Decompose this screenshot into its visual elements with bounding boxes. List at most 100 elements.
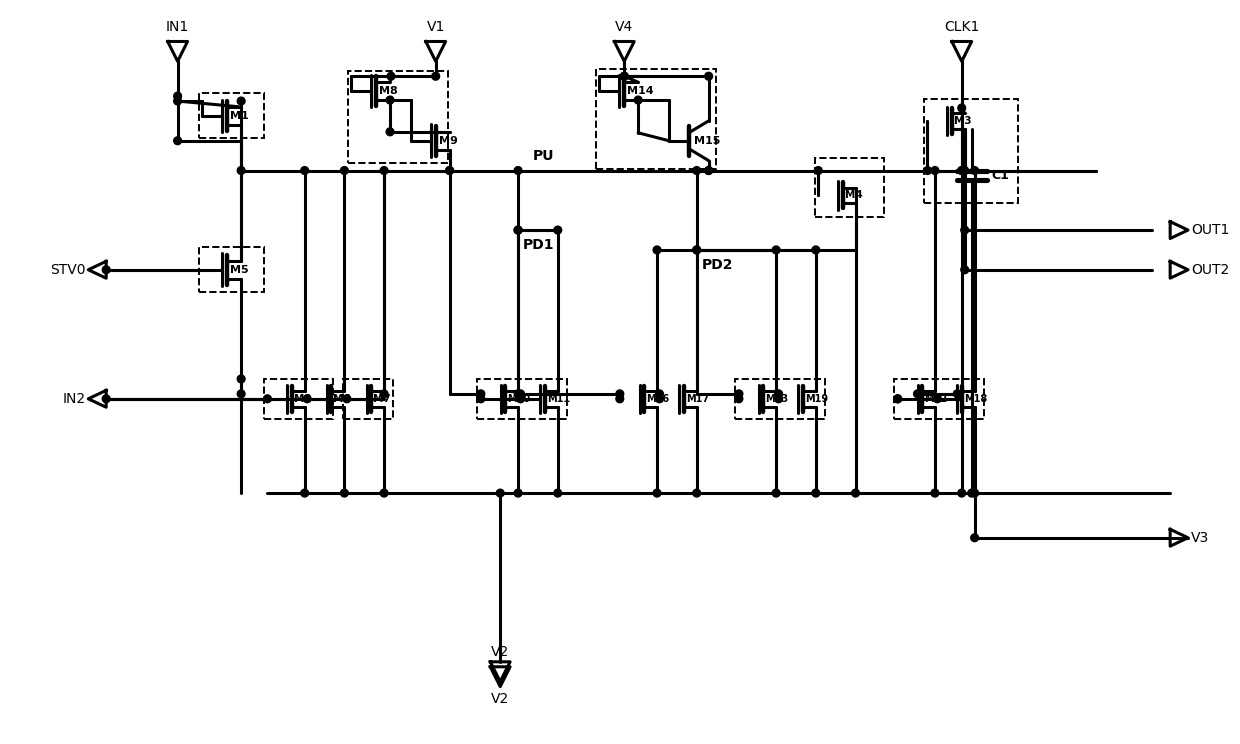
- Circle shape: [971, 490, 978, 497]
- Bar: [894, 379, 983, 419]
- Text: STV0: STV0: [50, 263, 86, 277]
- Circle shape: [381, 167, 388, 174]
- Circle shape: [517, 395, 525, 403]
- Circle shape: [102, 266, 110, 274]
- Text: M18: M18: [963, 394, 987, 404]
- Circle shape: [341, 167, 348, 174]
- Circle shape: [812, 246, 820, 254]
- Text: M14: M14: [627, 86, 653, 96]
- Text: M4: M4: [844, 190, 862, 200]
- Circle shape: [693, 167, 701, 174]
- Circle shape: [264, 395, 272, 403]
- Bar: [477, 379, 567, 419]
- Circle shape: [735, 390, 743, 398]
- Bar: [735, 379, 825, 419]
- Circle shape: [924, 167, 931, 174]
- Text: CLK1: CLK1: [944, 19, 980, 33]
- Circle shape: [656, 395, 663, 403]
- Circle shape: [957, 167, 966, 174]
- Bar: [200, 247, 264, 292]
- Circle shape: [894, 395, 901, 403]
- Circle shape: [386, 128, 394, 135]
- Circle shape: [971, 534, 978, 542]
- Text: M15: M15: [693, 135, 720, 146]
- Circle shape: [773, 490, 780, 497]
- Circle shape: [961, 167, 968, 174]
- Circle shape: [174, 97, 181, 105]
- Text: M3: M3: [954, 116, 971, 126]
- Circle shape: [496, 490, 505, 497]
- Text: M12: M12: [924, 394, 947, 404]
- Text: OUT1: OUT1: [1190, 223, 1229, 237]
- Bar: [200, 93, 264, 138]
- Text: IN2: IN2: [62, 392, 86, 405]
- Circle shape: [815, 167, 822, 174]
- Circle shape: [812, 490, 820, 497]
- Circle shape: [693, 246, 701, 254]
- Circle shape: [961, 226, 968, 234]
- Circle shape: [386, 96, 394, 104]
- Circle shape: [735, 395, 743, 403]
- Circle shape: [957, 490, 966, 497]
- Circle shape: [620, 72, 629, 80]
- Circle shape: [931, 490, 939, 497]
- Circle shape: [656, 390, 663, 398]
- Circle shape: [914, 390, 921, 398]
- Circle shape: [477, 390, 485, 398]
- Circle shape: [381, 490, 388, 497]
- Text: M9: M9: [439, 135, 458, 146]
- Circle shape: [237, 167, 246, 174]
- Text: M17: M17: [686, 394, 709, 404]
- Text: M8: M8: [379, 86, 398, 96]
- Circle shape: [894, 395, 901, 403]
- Circle shape: [102, 395, 110, 403]
- Circle shape: [445, 167, 454, 174]
- Text: PU: PU: [533, 149, 554, 163]
- Text: M11: M11: [547, 394, 570, 404]
- Text: V2: V2: [491, 645, 510, 659]
- Circle shape: [961, 266, 968, 274]
- Text: V1: V1: [427, 19, 445, 33]
- Circle shape: [653, 246, 661, 254]
- Text: M2: M2: [294, 394, 311, 404]
- Circle shape: [477, 395, 485, 403]
- Circle shape: [957, 104, 966, 112]
- Circle shape: [934, 395, 941, 403]
- Circle shape: [237, 390, 246, 398]
- Text: V3: V3: [1190, 530, 1209, 545]
- Circle shape: [653, 490, 661, 497]
- Circle shape: [693, 490, 701, 497]
- Circle shape: [381, 390, 388, 398]
- Circle shape: [515, 167, 522, 174]
- Circle shape: [515, 390, 522, 398]
- Circle shape: [387, 72, 394, 80]
- Text: M16: M16: [646, 394, 670, 404]
- Circle shape: [954, 390, 961, 398]
- Circle shape: [775, 395, 782, 403]
- Circle shape: [704, 72, 713, 80]
- Circle shape: [852, 490, 859, 497]
- Circle shape: [432, 72, 439, 80]
- Circle shape: [237, 97, 246, 105]
- Text: M5: M5: [231, 265, 249, 275]
- Circle shape: [554, 226, 562, 234]
- Circle shape: [616, 395, 624, 403]
- Circle shape: [971, 167, 978, 174]
- Circle shape: [341, 490, 348, 497]
- Text: PD1: PD1: [523, 238, 554, 252]
- Bar: [343, 379, 393, 419]
- Circle shape: [704, 167, 713, 174]
- Text: V4: V4: [615, 19, 634, 33]
- Circle shape: [515, 226, 522, 234]
- Circle shape: [554, 490, 562, 497]
- Circle shape: [174, 137, 181, 144]
- Circle shape: [704, 167, 713, 174]
- Circle shape: [967, 490, 976, 497]
- Bar: [815, 158, 884, 217]
- Circle shape: [620, 72, 629, 80]
- Circle shape: [693, 246, 701, 254]
- Circle shape: [515, 490, 522, 497]
- Circle shape: [301, 167, 309, 174]
- Circle shape: [174, 92, 181, 100]
- Circle shape: [635, 96, 642, 104]
